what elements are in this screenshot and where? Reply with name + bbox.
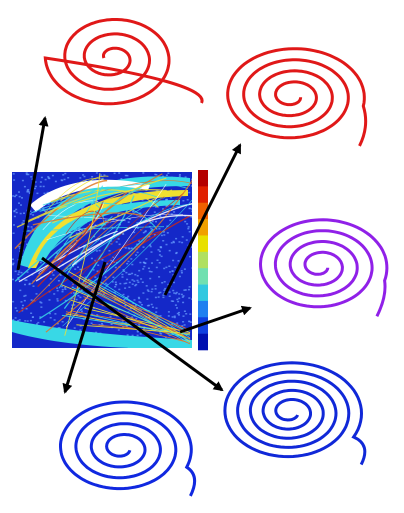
attractor-middle-right [258,218,389,317]
attractor-bottom-right [223,361,367,466]
map-band-white [30,179,150,212]
colorbar-level [198,202,208,220]
arrow-to-top-right [163,143,242,296]
colorbar-level [198,186,208,204]
colorbar-level [198,170,208,187]
map-fractal-lines [14,173,192,345]
attractor-top-right [226,47,368,147]
colorbar-level [198,300,208,318]
colorbar-level [198,268,208,285]
arrow-to-top-left [16,116,49,271]
arrow-to-middle-right [179,305,252,334]
colorbar-level [198,284,208,302]
map-band-bottom-cyan [12,320,192,348]
arrow-to-bottom-left [62,261,107,394]
attractor-bottom-left [59,400,197,497]
central-parameter-map [12,172,192,348]
colorbar-level [198,219,208,236]
arrow-to-bottom-right [41,256,224,392]
colorbar-level [198,235,208,253]
arrows [16,116,252,394]
colorbar-level [198,333,208,351]
attractor-top-left [43,18,204,106]
map-band-bottom-deep [12,332,130,348]
map-band-cyan-inner [36,200,180,262]
colorbar-level [198,251,208,269]
